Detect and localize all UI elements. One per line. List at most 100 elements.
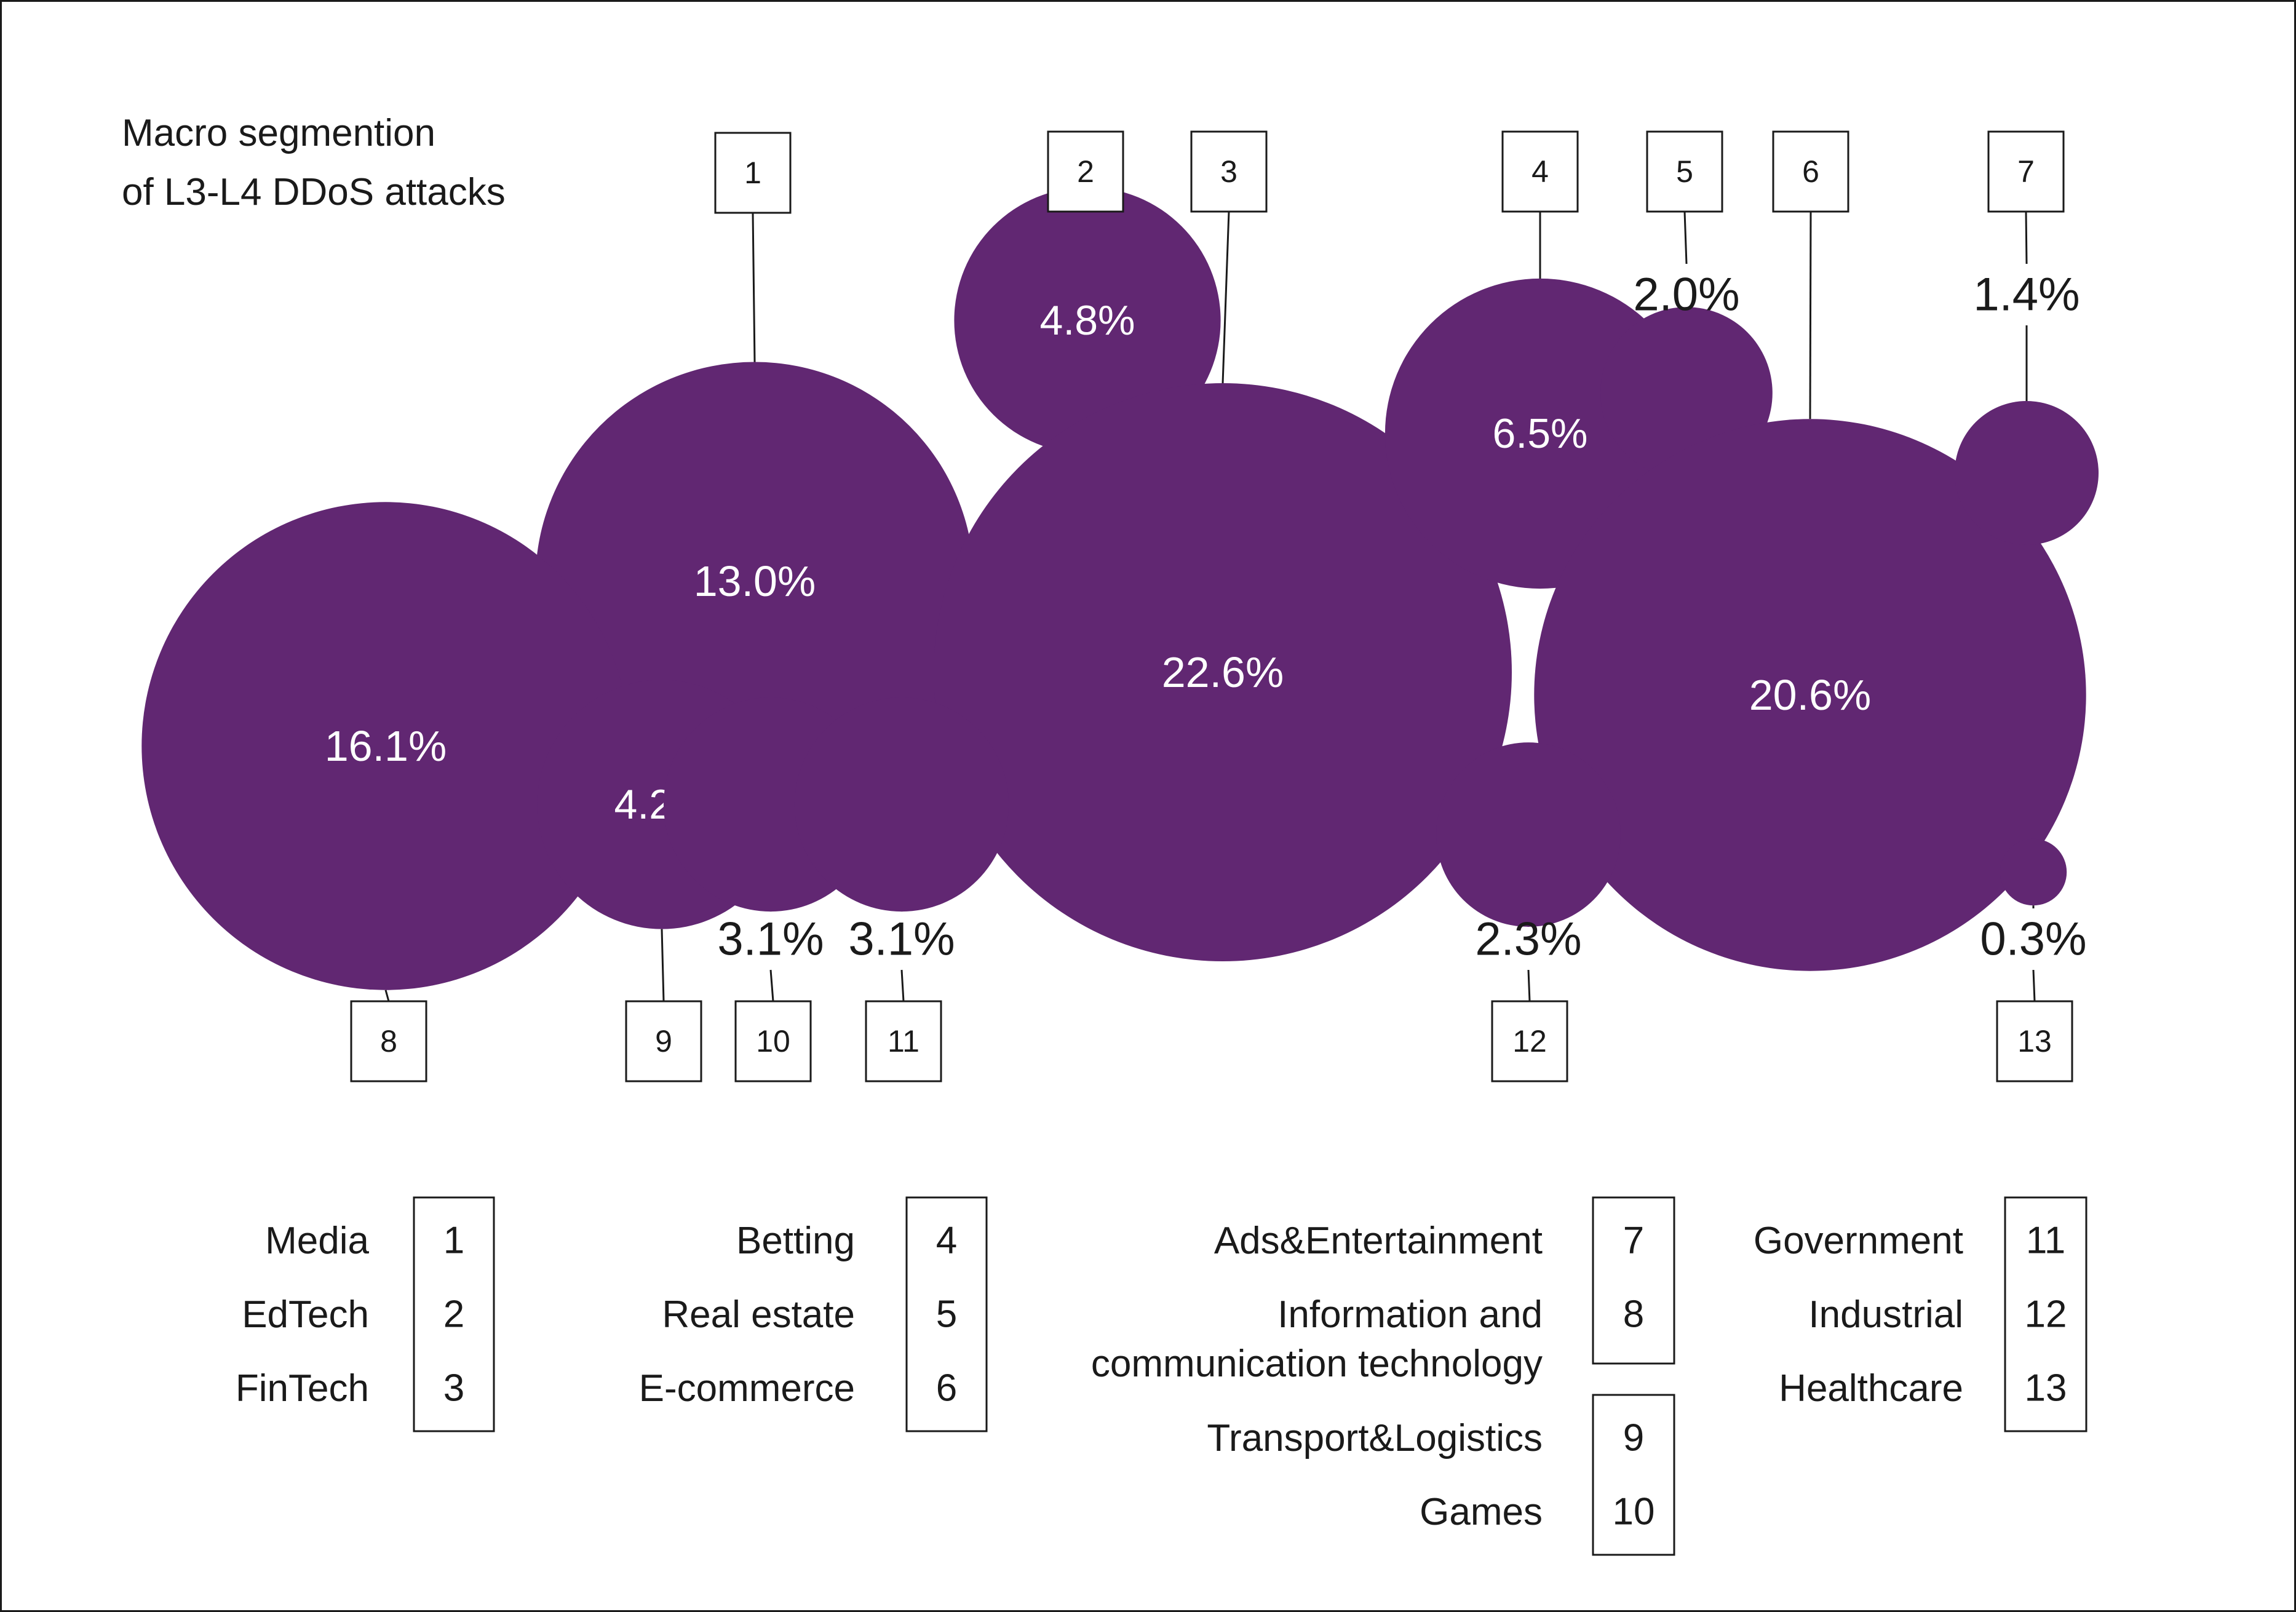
chart-title-line-2: of L3-L4 DDoS attacks [122, 171, 506, 213]
legend-item-9: Transport&Logistics 9 [1207, 1417, 1644, 1459]
legend-label-12: Industrial [1808, 1293, 1963, 1336]
index-box-number-12: 12 [1512, 1024, 1547, 1058]
index-box-2 [1047, 130, 1124, 213]
connector-line-7 [2025, 211, 2028, 264]
segment-6: 20.6% 6 [1534, 130, 2086, 971]
legend-label-1: Media [265, 1220, 369, 1262]
connector-line-8 [384, 990, 390, 1002]
legend-number-13: 13 [2025, 1367, 2067, 1410]
legend-number-2: 2 [443, 1293, 464, 1336]
legend-item-2: EdTech 2 [242, 1293, 464, 1336]
bubble-6 [1534, 419, 2086, 971]
legend-number-box-2-1 [905, 1196, 988, 1432]
index-box-number-7: 7 [2017, 154, 2035, 189]
legend-number-box-1-1 [413, 1196, 495, 1432]
legend-label-6: E-commerce [639, 1367, 855, 1410]
legend-label-8: Information and communication technology [1091, 1293, 1543, 1385]
value-label-8: 16.1% [325, 722, 447, 770]
bubble-3 [934, 383, 1512, 961]
legend-item-10: Games 10 [1420, 1491, 1654, 1533]
index-box-number-10: 10 [756, 1024, 790, 1058]
segment-13: 0.3% 13 [1980, 838, 2087, 1082]
bubble-2 [954, 187, 1221, 454]
index-box-10 [734, 1000, 812, 1082]
legend-item-13: Healthcare 13 [1779, 1367, 2067, 1410]
value-label-12: 2.3% [1475, 913, 1581, 966]
index-box-number-8: 8 [380, 1024, 397, 1058]
index-box-5 [1646, 130, 1723, 213]
index-box-number-6: 6 [1802, 154, 1819, 189]
value-label-11: 3.1% [848, 913, 955, 966]
legend-column-2: Betting 4 Real estate 5 E-commerce 6 [639, 1196, 988, 1432]
value-label-7: 1.4% [1973, 269, 2080, 321]
index-box-11 [865, 1000, 942, 1082]
index-box-number-1: 1 [744, 156, 761, 190]
connector-line-13 [2032, 969, 2036, 1002]
value-label-3: 22.6% [1162, 648, 1284, 696]
legend-label-11: Government [1754, 1220, 1963, 1262]
legend-number-7: 7 [1623, 1220, 1644, 1262]
legend-number-9: 9 [1623, 1417, 1644, 1459]
legend-label-13: Healthcare [1779, 1367, 1963, 1410]
index-box-number-11: 11 [888, 1024, 920, 1058]
chart-title-line-1: Macro segmention [122, 112, 435, 154]
value-label-5: 2.0% [1633, 269, 1739, 321]
bubble-12 [1436, 742, 1621, 927]
index-box-3 [1190, 130, 1268, 213]
index-box-9 [625, 1000, 702, 1082]
legend-label-3: FinTech [236, 1367, 369, 1410]
connector-line-12 [1527, 969, 1531, 1002]
legend-item-5: Real estate 5 [662, 1293, 957, 1336]
value-label-4: 6.5% [1493, 410, 1588, 457]
legend-number-1: 1 [443, 1220, 464, 1262]
chart-title: Macro segmention of L3-L4 DDoS attacks [122, 112, 506, 213]
legend-item-3: FinTech 3 [236, 1367, 464, 1410]
connector-line-3 [1221, 211, 1230, 384]
index-box-1 [714, 132, 792, 214]
connector-line-1 [752, 212, 756, 362]
index-box-13 [1996, 1000, 2073, 1082]
segment-7: 1.4% 7 [1955, 130, 2099, 545]
legend-number-12: 12 [2025, 1293, 2067, 1336]
connector-line-10 [769, 969, 774, 1002]
index-box-number-5: 5 [1676, 154, 1693, 189]
value-label-10: 3.1% [717, 913, 824, 966]
segment-2: 4.8% 2 [954, 130, 1221, 454]
legend-item-1: Media 1 [265, 1220, 464, 1262]
legend-label-4: Betting [736, 1220, 855, 1262]
value-label-6: 20.6% [1749, 671, 1871, 719]
index-box-number-2: 2 [1077, 154, 1094, 189]
legend-item-4: Betting 4 [736, 1220, 957, 1262]
legend-item-7: Ads&Entertainment 7 [1214, 1220, 1644, 1262]
connector-line-11 [900, 969, 905, 1002]
legend-number-10: 10 [1613, 1491, 1655, 1533]
legend-column-3: Ads&Entertainment 7 Information and communi… [1091, 1196, 1675, 1556]
legend-number-6: 6 [936, 1367, 957, 1410]
legend-number-box-3-2 [1592, 1394, 1675, 1556]
index-box-7 [1987, 130, 2065, 213]
segment-3: 22.6% 3 [934, 130, 1512, 961]
legend-item-12: Industrial 12 [1808, 1293, 2067, 1336]
legend-number-4: 4 [936, 1220, 957, 1262]
legend-layer: Media 1 EdTech 2 FinTech 3 Betting 4 Real estate… [236, 1196, 2087, 1556]
legend-label-7: Ads&Entertainment [1214, 1220, 1543, 1262]
bubble-8 [141, 502, 630, 990]
legend-number-box-4-1 [2004, 1196, 2087, 1432]
legend-number-8: 8 [1623, 1293, 1644, 1336]
segment-11: 3.1% 11 [794, 697, 1009, 1082]
legend-label-5: Real estate [662, 1293, 855, 1336]
index-box-number-9: 9 [655, 1024, 672, 1058]
connector-line-6 [1809, 211, 1812, 419]
legend-column-1: Media 1 EdTech 2 FinTech 3 [236, 1196, 495, 1432]
legend-number-3: 3 [443, 1367, 464, 1410]
value-label-13: 0.3% [1980, 913, 2086, 966]
legend-item-6: E-commerce 6 [639, 1367, 958, 1410]
index-box-number-13: 13 [2017, 1024, 2052, 1058]
index-box-4 [1501, 130, 1579, 213]
index-box-6 [1772, 130, 1849, 213]
segment-8: 16.1% 8 [141, 502, 630, 1082]
connector-line-9 [661, 929, 665, 1002]
legend-number-box-3-1 [1592, 1196, 1675, 1365]
